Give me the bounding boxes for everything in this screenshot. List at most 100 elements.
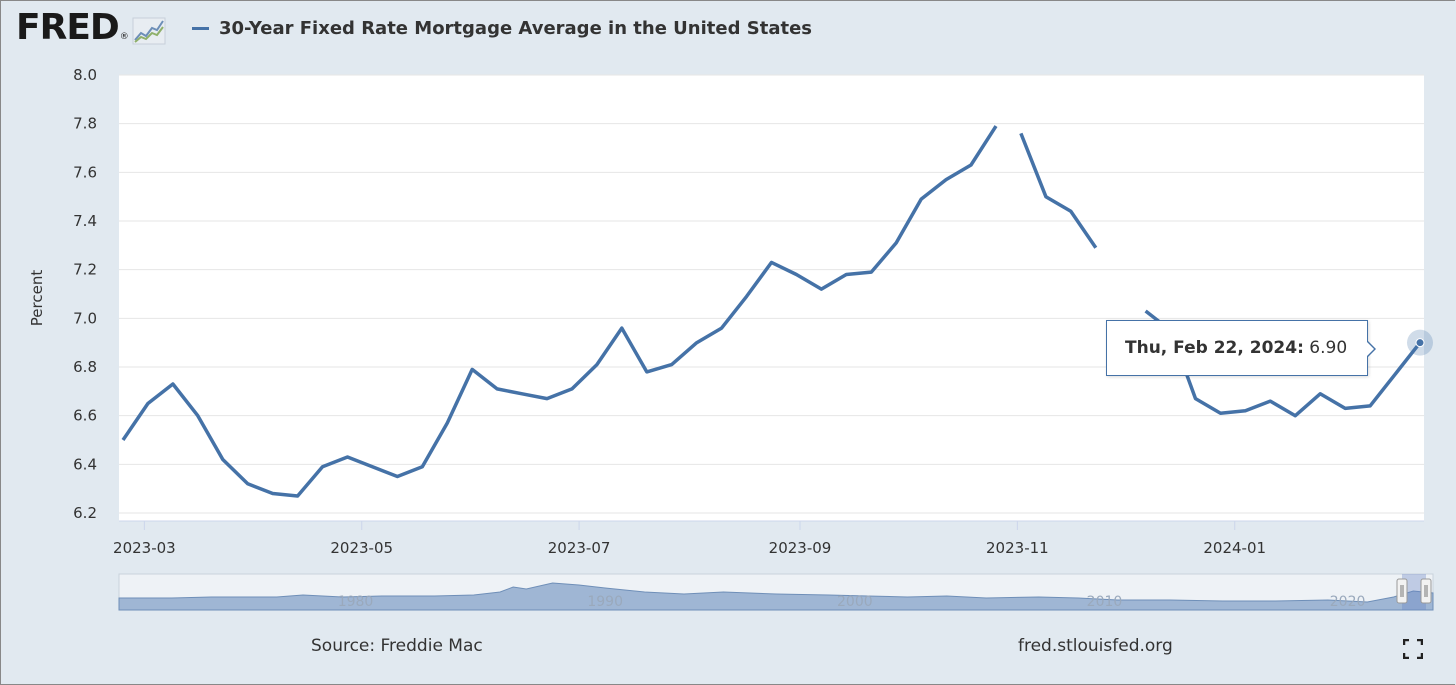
- y-tick-label: 8.0: [73, 66, 97, 84]
- data-point[interactable]: [791, 270, 801, 280]
- y-tick-label: 6.8: [73, 358, 97, 376]
- data-point[interactable]: [1290, 411, 1300, 421]
- data-point[interactable]: [1141, 306, 1151, 316]
- data-point[interactable]: [1191, 394, 1201, 404]
- navigator-area: [118, 582, 1434, 611]
- data-point[interactable]: [1315, 389, 1325, 399]
- data-point[interactable]: [168, 379, 178, 389]
- data-point[interactable]: [1240, 406, 1250, 416]
- data-point[interactable]: [717, 323, 727, 333]
- data-point[interactable]: [193, 411, 203, 421]
- data-point[interactable]: [767, 257, 777, 267]
- data-point[interactable]: [1041, 192, 1051, 202]
- data-point[interactable]: [268, 489, 278, 499]
- data-point[interactable]: [941, 175, 951, 185]
- data-point[interactable]: [392, 472, 402, 482]
- series-line: [118, 121, 1422, 501]
- y-tick-label: 7.0: [73, 309, 97, 327]
- data-point[interactable]: [1340, 403, 1350, 413]
- data-point[interactable]: [841, 270, 851, 280]
- series-segment[interactable]: [1144, 309, 1422, 418]
- y-tick-label: 7.4: [73, 212, 97, 230]
- fred-logo[interactable]: FRED ®: [16, 10, 166, 46]
- data-point[interactable]: [1265, 396, 1275, 406]
- data-point[interactable]: [1390, 369, 1400, 379]
- data-point[interactable]: [642, 367, 652, 377]
- data-point[interactable]: [692, 338, 702, 348]
- data-point[interactable]: [1215, 408, 1225, 418]
- data-point[interactable]: [667, 360, 677, 370]
- y-axis-label: Percent: [28, 270, 46, 327]
- data-point[interactable]: [891, 238, 901, 248]
- tooltip-date: Thu, Feb 22, 2024:: [1125, 338, 1304, 358]
- data-point[interactable]: [1016, 128, 1026, 138]
- data-point[interactable]: [442, 418, 452, 428]
- data-point[interactable]: [118, 435, 128, 445]
- data-point[interactable]: [916, 194, 926, 204]
- x-tick-label: 2023-05: [330, 539, 393, 557]
- data-point[interactable]: [1091, 243, 1101, 253]
- data-point[interactable]: [991, 121, 1001, 131]
- data-point[interactable]: [492, 384, 502, 394]
- logo-registered-mark: ®: [119, 32, 129, 42]
- navigator-year-label: 2010: [1087, 594, 1123, 610]
- y-tick-label: 6.6: [73, 407, 97, 425]
- data-point[interactable]: [517, 389, 527, 399]
- legend-label: 30-Year Fixed Rate Mortgage Average in t…: [219, 18, 812, 39]
- data-point[interactable]: [293, 491, 303, 501]
- data-point[interactable]: [342, 452, 352, 462]
- data-point[interactable]: [318, 462, 328, 472]
- trend-graph-icon: [132, 17, 166, 45]
- data-point[interactable]: [542, 394, 552, 404]
- data-point[interactable]: [1116, 260, 1126, 270]
- navigator-handle-left[interactable]: [1396, 578, 1408, 604]
- navigator-year-labels: 1980 1990 2000 2010 2020: [338, 594, 1366, 610]
- legend-swatch: [192, 27, 209, 30]
- data-point[interactable]: [816, 284, 826, 294]
- data-point[interactable]: [567, 384, 577, 394]
- plot-area: [119, 75, 1424, 521]
- navigator-year-label: 1990: [587, 594, 623, 610]
- grid-lines: [119, 74, 1424, 514]
- navigator-year-label: 2020: [1330, 594, 1366, 610]
- tooltip-arrow-fill: [1366, 341, 1374, 357]
- series-segment[interactable]: [1019, 132, 1098, 249]
- y-axis-ticks: 6.2 6.4 6.6 6.8 7.0 7.2 7.4 7.6 7.8 8.0: [73, 66, 97, 522]
- x-tick-label: 2023-09: [769, 539, 832, 557]
- data-point[interactable]: [467, 364, 477, 374]
- data-point[interactable]: [592, 360, 602, 370]
- data-point[interactable]: [218, 454, 228, 464]
- highlighted-point: [1407, 329, 1433, 356]
- navigator-handle-right[interactable]: [1420, 578, 1432, 604]
- y-tick-label: 7.2: [73, 261, 97, 279]
- data-point[interactable]: [742, 291, 752, 301]
- data-point[interactable]: [243, 479, 253, 489]
- navigator-year-label: 2000: [837, 594, 873, 610]
- data-point[interactable]: [417, 462, 427, 472]
- highlight-marker[interactable]: [1415, 338, 1425, 348]
- series-segment[interactable]: [121, 125, 998, 498]
- x-tick-label: 2023-07: [548, 539, 611, 557]
- tooltip-value: 6.90: [1309, 338, 1348, 358]
- range-navigator[interactable]: 1980 1990 2000 2010 2020: [118, 573, 1434, 611]
- data-point[interactable]: [966, 160, 976, 170]
- data-point[interactable]: [367, 462, 377, 472]
- site-link[interactable]: fred.stlouisfed.org: [1018, 636, 1173, 656]
- chart-legend[interactable]: 30-Year Fixed Rate Mortgage Average in t…: [192, 18, 812, 39]
- y-tick-label: 6.4: [73, 455, 97, 473]
- x-tick-label: 2024-01: [1203, 539, 1266, 557]
- data-point[interactable]: [143, 399, 153, 409]
- data-point[interactable]: [866, 267, 876, 277]
- x-axis-ticks: 2023-03 2023-05 2023-07 2023-09 2023-11 2024-…: [113, 520, 1424, 557]
- data-point[interactable]: [1365, 401, 1375, 411]
- y-tick-label: 7.6: [73, 163, 97, 181]
- source-credit: Source: Freddie Mac: [311, 636, 483, 656]
- data-point[interactable]: [617, 323, 627, 333]
- fullscreen-icon[interactable]: [1403, 639, 1423, 659]
- y-tick-label: 7.8: [73, 115, 97, 133]
- navigator-year-label: 1980: [338, 594, 374, 610]
- y-tick-label: 6.2: [73, 504, 97, 522]
- x-tick-label: 2023-11: [986, 539, 1049, 557]
- data-point[interactable]: [1066, 206, 1076, 216]
